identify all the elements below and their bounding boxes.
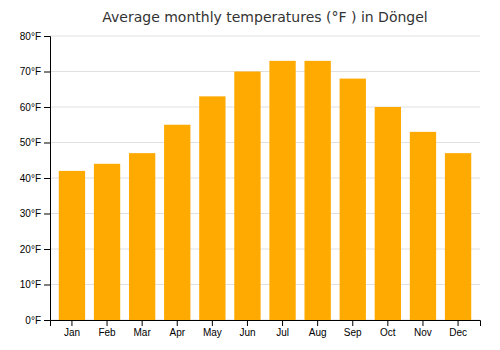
y-tick-label: 70°F xyxy=(20,66,41,77)
y-tick: 10°F xyxy=(20,279,50,290)
x-tick: Dec xyxy=(449,320,467,338)
y-tick-label: 40°F xyxy=(20,173,41,184)
y-tick-mark xyxy=(44,285,50,286)
x-tick: Aug xyxy=(309,320,327,338)
y-tick-label: 80°F xyxy=(20,31,41,42)
x-tick: Jul xyxy=(276,320,289,338)
y-tick: 20°F xyxy=(20,244,50,255)
y-tick-mark xyxy=(44,107,50,108)
y-tick-label: 50°F xyxy=(20,137,41,148)
y-tick-mark xyxy=(44,249,50,250)
x-tick-mark xyxy=(71,320,72,326)
y-tick-mark xyxy=(44,178,50,179)
y-tick-mark xyxy=(44,36,50,37)
x-tick: Jun xyxy=(239,320,255,338)
bar xyxy=(164,125,190,320)
x-tick-mark xyxy=(352,320,353,326)
x-tick: Oct xyxy=(380,320,396,338)
x-tick-mark xyxy=(317,320,318,326)
bars xyxy=(59,61,471,320)
x-tick-label: Jun xyxy=(239,327,255,338)
bar xyxy=(94,164,120,320)
grid-line xyxy=(50,36,480,37)
x-tick-label: Jul xyxy=(276,327,289,338)
y-tick: 30°F xyxy=(20,208,50,219)
x-tick-label: Jan xyxy=(64,327,80,338)
x-tick-mark xyxy=(212,320,213,326)
y-tick-label: 0°F xyxy=(25,315,41,326)
bar xyxy=(199,96,225,320)
plot: 0°F 10°F 20°F 30°F 40°F 50°F 60°F 70°F 80°F Jan Fe… xyxy=(20,31,481,338)
bar xyxy=(375,107,401,320)
x-tick: Sep xyxy=(344,320,362,338)
x-tick-mark xyxy=(107,320,108,326)
grid-line xyxy=(50,107,480,108)
x-tick-mark xyxy=(387,320,388,326)
x-tick-label: Feb xyxy=(98,327,116,338)
x-tick-mark xyxy=(177,320,178,326)
x-tick-label: Oct xyxy=(380,327,396,338)
x-tick-label: Mar xyxy=(134,327,152,338)
y-axis: 0°F 10°F 20°F 30°F 40°F 50°F 60°F 70°F 80°F xyxy=(20,31,51,326)
chart-svg: 0°F 10°F 20°F 30°F 40°F 50°F 60°F 70°F 80°F Jan Fe… xyxy=(0,0,500,350)
bar xyxy=(129,153,155,320)
x-tick-mark xyxy=(422,320,423,326)
bar xyxy=(410,132,436,320)
y-tick: 70°F xyxy=(20,66,50,77)
x-tick: Feb xyxy=(98,320,116,338)
y-axis-line xyxy=(44,37,51,321)
y-tick-label: 20°F xyxy=(20,244,41,255)
x-tick-mark xyxy=(282,320,283,326)
x-tick-label: Apr xyxy=(169,327,185,338)
y-tick-mark xyxy=(44,320,50,321)
y-tick: 50°F xyxy=(20,137,50,148)
chart-container: 0°F 10°F 20°F 30°F 40°F 50°F 60°F 70°F 80°F Jan Fe… xyxy=(0,0,500,350)
x-tick-label: May xyxy=(203,327,222,338)
bar xyxy=(445,153,471,320)
y-tick: 60°F xyxy=(20,102,50,113)
x-tick-label: Dec xyxy=(449,327,467,338)
x-tick-mark xyxy=(142,320,143,326)
x-axis: Jan Feb Mar Apr May Jun Jul Aug Sep Oct Nov Dec xyxy=(51,320,481,338)
grid-line xyxy=(50,71,480,72)
x-tick-label: Sep xyxy=(344,327,362,338)
x-tick-label: Aug xyxy=(309,327,327,338)
bar xyxy=(340,79,366,320)
y-tick: 40°F xyxy=(20,173,50,184)
bar xyxy=(59,171,85,320)
y-tick: 80°F xyxy=(20,31,50,42)
x-axis-line xyxy=(51,321,481,327)
x-tick: Mar xyxy=(134,320,152,338)
y-tick-mark xyxy=(44,72,50,73)
y-tick-label: 10°F xyxy=(20,279,41,290)
y-tick-label: 60°F xyxy=(20,102,41,113)
x-tick-mark xyxy=(247,320,248,326)
x-tick: Apr xyxy=(169,320,185,338)
x-tick: May xyxy=(203,320,222,338)
y-tick-mark xyxy=(44,143,50,144)
x-tick-label: Nov xyxy=(414,327,432,338)
x-tick-mark xyxy=(458,320,459,326)
grid xyxy=(50,36,480,320)
x-tick: Jan xyxy=(64,320,80,338)
bar xyxy=(269,61,295,320)
x-tick: Nov xyxy=(414,320,432,338)
y-tick-mark xyxy=(44,214,50,215)
y-tick: 0°F xyxy=(25,315,50,326)
bar xyxy=(304,61,330,320)
bar xyxy=(234,72,260,321)
title: Average monthly temperatures (°F ) in Dö… xyxy=(102,9,427,25)
y-tick-label: 30°F xyxy=(20,208,41,219)
